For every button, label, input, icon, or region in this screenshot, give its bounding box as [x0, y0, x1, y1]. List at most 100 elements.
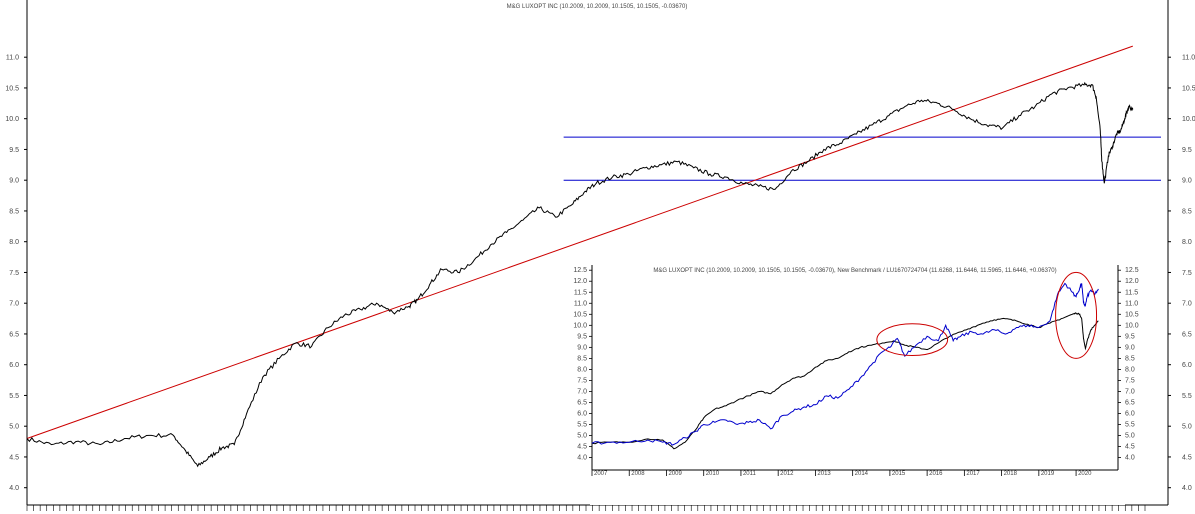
inset-chart: M&G LUXOPT INC (10.2009, 10.2009, 10.150…	[573, 263, 1139, 505]
main-y-tick-label-left: 7.5	[9, 270, 19, 277]
inset-x-tick-label: 2008	[631, 471, 645, 477]
inset-y-tick-label-left: 6.0	[577, 411, 587, 418]
inset-x-tick-label: 2015	[892, 471, 906, 477]
inset-x-tick-label: 2014	[855, 471, 869, 477]
inset-x-tick-label: 2018	[1004, 471, 1018, 477]
inset-y-tick-label-right: 9.0	[1125, 344, 1135, 351]
main-y-tick-label-right: 8.0	[1182, 239, 1192, 246]
inset-x-tick-label: 2011	[743, 471, 757, 477]
inset-x-tick-label: 2017	[966, 471, 980, 477]
inset-y-tick-label-left: 6.5	[577, 399, 587, 406]
main-y-tick-label-left: 9.5	[9, 147, 19, 154]
inset-x-tick-label: 2019	[1041, 471, 1055, 477]
inset-y-tick-label-right: 12.0	[1125, 278, 1139, 285]
inset-annotations	[876, 271, 1098, 359]
inset-y-tick-label-right: 9.5	[1125, 333, 1135, 340]
inset-y-ticks-right: 4.0 4.5 5.0 5.5 6.0 6.5 7.0 7.5 8.0 8.5 9.0 9.5 10.0…	[1118, 267, 1139, 462]
inset-highlight-ellipse-2015	[876, 323, 949, 357]
inset-background	[590, 263, 1125, 505]
inset-y-tick-label-right: 10.0	[1125, 322, 1139, 329]
inset-y-tick-label-right: 8.0	[1125, 366, 1135, 373]
inset-y-tick-label-left: 4.0	[577, 455, 587, 462]
inset-y-tick-label-left: 10.0	[573, 322, 587, 329]
inset-y-tick-label-left: 5.0	[577, 433, 587, 440]
main-chart-title: M&G LUXOPT INC (10.2009, 10.2009, 10.150…	[507, 4, 688, 10]
inset-x-tick-label: 2013	[817, 471, 831, 477]
inset-y-tick-label-right: 5.0	[1125, 433, 1135, 440]
inset-y-tick-label-right: 6.5	[1125, 399, 1135, 406]
main-y-tick-label-left: 4.0	[9, 485, 19, 492]
main-trendline	[26, 45, 1133, 439]
inset-y-tick-label-left: 11.0	[574, 300, 587, 307]
main-y-tick-label-left: 8.5	[9, 208, 19, 215]
inset-y-tick-label-left: 12.0	[573, 278, 587, 285]
inset-chart-title: M&G LUXOPT INC (10.2009, 10.2009, 10.150…	[653, 268, 1056, 274]
main-y-tick-label-left: 4.5	[9, 454, 19, 461]
main-y-tick-label-right: 4.5	[1182, 454, 1192, 461]
inset-y-tick-label-right: 8.5	[1125, 355, 1135, 362]
inset-x-tick-label: 2012	[780, 471, 794, 477]
main-y-tick-label-left: 8.0	[9, 239, 19, 246]
inset-y-tick-label-right: 11.5	[1125, 289, 1138, 296]
inset-x-ticks: 2007 2008 2009 2010 2011 2012 2013 2014 2015 2016…	[591, 470, 1092, 477]
inset-y-tick-label-right: 4.5	[1125, 444, 1135, 451]
main-series-group	[26, 81, 1134, 468]
main-y-tick-label-left: 5.5	[9, 393, 19, 400]
main-y-tick-label-right: 7.5	[1182, 270, 1192, 277]
main-y-tick-label-right: 10.0	[1182, 116, 1195, 123]
main-x-ticks	[26, 505, 1146, 511]
inset-y-tick-label-left: 12.5	[573, 267, 587, 274]
main-y-tick-label-right: 5.0	[1182, 424, 1192, 431]
inset-y-tick-label-right: 7.5	[1125, 377, 1135, 384]
inset-y-tick-label-left: 11.5	[574, 289, 587, 296]
inset-y-tick-label-right: 4.0	[1125, 455, 1135, 462]
inset-y-tick-label-right: 7.0	[1125, 388, 1135, 395]
inset-y-tick-label-right: 6.0	[1125, 411, 1135, 418]
main-y-tick-label-right: 6.0	[1182, 362, 1192, 369]
main-y-tick-label-right: 9.5	[1182, 147, 1192, 154]
inset-x-tick-label: 2007	[594, 471, 608, 477]
main-price-line	[26, 81, 1134, 468]
inset-y-tick-label-left: 4.5	[577, 444, 587, 451]
inset-y-tick-label-left: 10.5	[573, 311, 587, 318]
inset-x-tick-label: 2010	[706, 471, 720, 477]
inset-x-tick-label: 2020	[1078, 471, 1092, 477]
main-y-tick-label-right: 7.0	[1182, 301, 1192, 308]
main-y-tick-label-left: 10.5	[5, 85, 19, 92]
main-y-ticks-left: 4.0 4.5 5.0 5.5 6.0 6.5 7.0 7.5 8.0 8.5 9.0 9.5 10.0…	[5, 55, 27, 492]
main-y-tick-label-right: 5.5	[1182, 393, 1192, 400]
main-y-tick-label-left: 7.0	[9, 301, 19, 308]
main-y-tick-label-left: 6.5	[9, 331, 19, 338]
main-y-tick-label-right: 8.5	[1182, 208, 1192, 215]
main-y-tick-label-left: 9.0	[9, 178, 19, 185]
inset-y-tick-label-left: 8.5	[577, 355, 587, 362]
inset-fund-line	[591, 312, 1099, 450]
main-y-tick-label-left: 11.0	[6, 55, 19, 62]
inset-y-tick-label-left: 9.5	[577, 333, 587, 340]
inset-y-tick-label-left: 9.0	[577, 344, 587, 351]
inset-y-ticks-left: 4.0 4.5 5.0 5.5 6.0 6.5 7.0 7.5 8.0 8.5 9.0 9.5 10.0…	[573, 267, 592, 462]
inset-x-tick-label: 2016	[929, 471, 943, 477]
main-y-tick-label-left: 10.0	[5, 116, 19, 123]
inset-y-tick-label-left: 7.0	[577, 388, 587, 395]
main-y-tick-label-right: 4.0	[1182, 485, 1192, 492]
inset-y-tick-label-left: 5.5	[577, 422, 587, 429]
main-y-ticks-right: 4.0 4.5 5.0 5.5 6.0 6.5 7.0 7.5 8.0 8.5 9.0 9.5 10.0…	[1168, 55, 1195, 492]
main-y-tick-label-right: 6.5	[1182, 331, 1192, 338]
inset-x-tick-label: 2009	[668, 471, 682, 477]
main-y-tick-label-right: 10.5	[1182, 85, 1195, 92]
inset-y-tick-label-right: 12.5	[1125, 267, 1139, 274]
inset-y-tick-label-left: 8.0	[577, 366, 587, 373]
main-y-tick-label-right: 11.0	[1182, 55, 1195, 62]
main-y-tick-label-left: 6.0	[9, 362, 19, 369]
inset-y-tick-label-right: 11.0	[1125, 300, 1138, 307]
main-y-tick-label-left: 5.0	[9, 424, 19, 431]
inset-benchmark-line	[591, 282, 1099, 446]
inset-y-tick-label-right: 5.5	[1125, 422, 1135, 429]
main-horizontal-lines	[563, 136, 1161, 181]
inset-y-tick-label-left: 7.5	[577, 377, 587, 384]
inset-highlight-ellipse-2020	[1055, 271, 1098, 359]
main-y-tick-label-right: 9.0	[1182, 178, 1192, 185]
inset-y-tick-label-right: 10.5	[1125, 311, 1139, 318]
